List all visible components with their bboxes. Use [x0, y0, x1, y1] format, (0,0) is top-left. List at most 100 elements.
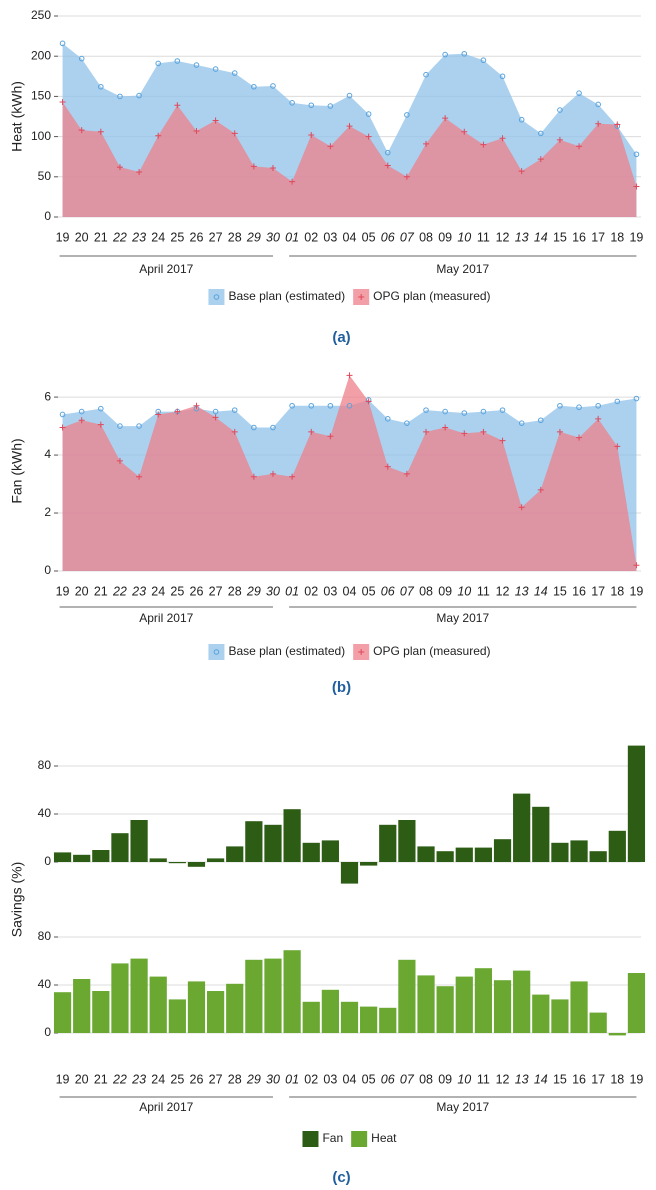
bar: [302, 842, 320, 862]
y-tick-label: 80: [38, 929, 52, 943]
point: [269, 164, 276, 171]
bar: [398, 959, 416, 1033]
point: [557, 402, 563, 409]
point: [155, 132, 162, 139]
legend-label: OPG plan (measured): [373, 644, 490, 658]
legend-label: Fan: [322, 1131, 343, 1145]
legend-key: [208, 644, 225, 660]
legend-label: OPG plan (measured): [373, 289, 490, 303]
x-tick-label: 09: [438, 230, 452, 244]
x-tick-label: 14: [534, 584, 548, 598]
point: [633, 395, 640, 402]
point: [461, 430, 468, 437]
x-tick-label: 26: [190, 584, 204, 598]
point: [346, 92, 353, 99]
bar: [92, 991, 110, 1033]
x-tick-label: 25: [170, 230, 184, 244]
x-tick-label: 04: [343, 230, 357, 244]
x-tick-label: 19: [629, 230, 643, 244]
point: [155, 60, 162, 67]
x-tick-label: 06: [381, 584, 395, 598]
x-tick-label: 21: [94, 1072, 108, 1086]
bar: [321, 989, 339, 1033]
x-tick-label: 27: [209, 1072, 223, 1086]
point: [518, 504, 525, 511]
x-tick-label: 30: [266, 584, 280, 598]
bar: [340, 862, 359, 884]
x-tick-label: 17: [591, 584, 605, 598]
x-tick-label: 18: [610, 230, 624, 244]
x-tick-label: 20: [75, 584, 89, 598]
point: [614, 443, 621, 450]
caption: (a): [332, 329, 350, 346]
point: [404, 420, 410, 426]
y-tick-label: 4: [44, 447, 51, 461]
bar: [570, 981, 588, 1033]
x-tick-label: 18: [610, 1072, 624, 1086]
point: [136, 92, 142, 99]
bar: [379, 1007, 397, 1033]
bar: [608, 830, 626, 862]
bar: [417, 975, 435, 1033]
point: [78, 127, 85, 134]
bar: [493, 839, 512, 862]
x-tick-label: 29: [246, 1072, 261, 1086]
x-tick-label: 21: [94, 584, 108, 598]
point: [499, 407, 506, 413]
x-tick-label: 15: [553, 584, 567, 598]
point: [499, 437, 506, 444]
x-tick-label: 05: [362, 230, 376, 244]
point: [174, 58, 181, 64]
point: [212, 414, 219, 421]
x-tick-label: 05: [362, 584, 376, 598]
bar: [264, 958, 282, 1033]
x-tick-label: 23: [131, 1072, 146, 1086]
group-label: May 2017: [436, 611, 489, 625]
x-tick-label: 09: [438, 584, 452, 598]
x-tick-label: 12: [496, 1072, 510, 1086]
bar: [206, 991, 225, 1033]
point: [537, 417, 544, 424]
legend-label: Base plan (estimated): [228, 644, 345, 658]
point: [576, 404, 582, 411]
legend-label: Heat: [371, 1131, 397, 1145]
point: [365, 111, 372, 117]
x-tick-label: 27: [209, 584, 223, 598]
bar: [398, 820, 416, 862]
point: [269, 470, 276, 477]
x-tick-label: 04: [343, 584, 357, 598]
x-tick-label: 01: [285, 1072, 299, 1086]
point: [308, 428, 315, 435]
point: [231, 428, 238, 435]
point: [212, 117, 219, 124]
bar: [474, 968, 493, 1033]
point: [384, 162, 391, 169]
legend: Base plan (estimated) OPG plan (measured): [208, 644, 491, 660]
point: [404, 112, 410, 118]
x-tick-label: 09: [438, 1072, 452, 1086]
point: [289, 402, 295, 409]
point: [155, 411, 162, 418]
point: [365, 398, 372, 405]
point: [308, 402, 315, 409]
x-tick-label: 20: [75, 230, 89, 244]
legend-marker: [358, 294, 365, 300]
x-tick-label: 23: [131, 584, 146, 598]
x-tick-label: 11: [477, 230, 490, 244]
point: [595, 120, 602, 127]
x-tick-label: 08: [419, 584, 433, 598]
y-tick-label: 80: [38, 758, 52, 772]
x-tick-label: 14: [534, 1072, 548, 1086]
x-tick-label: 29: [246, 230, 261, 244]
x-tick-label: 01: [285, 230, 299, 244]
x-tick-label: 13: [515, 230, 529, 244]
legend-marker: [213, 649, 220, 655]
x-tick-label: 03: [323, 230, 337, 244]
point: [308, 102, 315, 109]
bar: [436, 986, 454, 1033]
point: [98, 83, 104, 90]
x-tick-label: 29: [246, 584, 261, 598]
bar: [264, 824, 282, 862]
x-tick-label: 28: [228, 584, 242, 598]
group-label: April 2017: [139, 262, 193, 276]
